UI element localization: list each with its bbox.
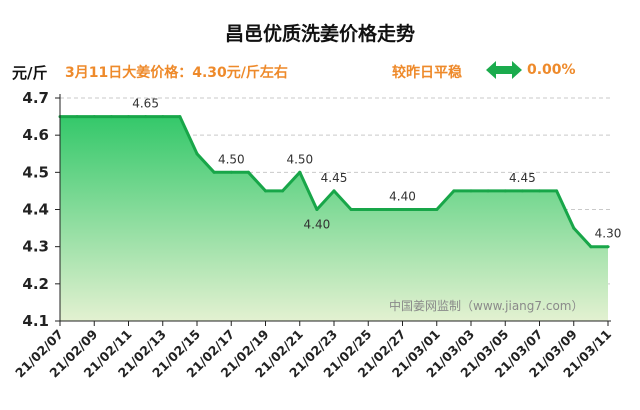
change-percent: 0.00%	[527, 62, 576, 78]
data-label: 4.50	[286, 152, 313, 166]
chart-title: 昌邑优质洗姜价格走势	[224, 23, 415, 45]
data-label: 4.45	[321, 171, 348, 185]
data-label: 4.65	[132, 97, 159, 111]
data-point	[418, 208, 422, 211]
y-tick-label: 4.1	[22, 312, 49, 330]
data-point	[178, 115, 182, 119]
data-point	[229, 170, 233, 174]
data-point	[538, 189, 541, 193]
data-label: 4.30	[595, 227, 622, 241]
data-point	[520, 189, 524, 193]
data-point	[572, 226, 576, 230]
data-point	[127, 115, 130, 119]
data-point	[555, 189, 559, 193]
y-tick-label: 4.5	[22, 163, 49, 181]
y-tick-label: 4.2	[22, 275, 49, 293]
y-tick-label: 4.7	[22, 89, 49, 107]
data-point	[92, 115, 96, 119]
data-point	[281, 189, 285, 193]
data-point	[212, 170, 216, 174]
double-arrow-icon	[486, 61, 522, 79]
data-point	[435, 208, 439, 211]
data-label: 4.50	[218, 152, 245, 166]
data-point	[144, 115, 148, 119]
x-axis: 21/02/0721/02/0921/02/1121/02/1321/02/15…	[12, 320, 614, 380]
data-points	[58, 115, 610, 249]
data-label: 4.40	[304, 218, 331, 232]
data-point	[75, 115, 79, 119]
data-point	[383, 208, 387, 211]
data-point	[486, 189, 490, 193]
change-text: 较昨日平稳	[392, 65, 462, 81]
price-note: 3月11日大姜价格：4.30元/斤左右	[65, 65, 288, 81]
data-point	[366, 208, 370, 211]
data-point	[606, 245, 610, 249]
data-point	[246, 170, 250, 174]
data-point	[161, 115, 165, 119]
y-tick-label: 4.6	[22, 126, 49, 144]
data-point	[332, 189, 336, 193]
data-point	[195, 152, 199, 156]
price-area	[60, 116, 608, 321]
data-point	[349, 208, 353, 211]
y-tick-label: 4.4	[22, 201, 49, 219]
data-label: 4.40	[389, 190, 416, 204]
watermark: 中国姜网监制（www.jiang7.com）	[389, 299, 584, 313]
data-point	[452, 189, 456, 193]
data-point	[315, 208, 319, 211]
data-labels: 4.65 4.50 4.50 4.40 4.45 4.40 4.45 4.30	[132, 97, 621, 241]
double-arrow-shape	[486, 61, 522, 79]
y-tick-label: 4.3	[22, 238, 49, 256]
data-point	[401, 208, 404, 211]
data-point	[589, 245, 593, 249]
data-point	[469, 189, 473, 193]
y-axis-unit-label: 元/斤	[12, 64, 48, 82]
data-label: 4.45	[509, 171, 536, 185]
y-axis: 4.1 4.2 4.3 4.4 4.5 4.6 4.7	[22, 89, 61, 330]
data-point	[109, 115, 113, 119]
data-point	[264, 189, 267, 193]
data-point	[298, 170, 302, 174]
data-point	[503, 189, 507, 193]
